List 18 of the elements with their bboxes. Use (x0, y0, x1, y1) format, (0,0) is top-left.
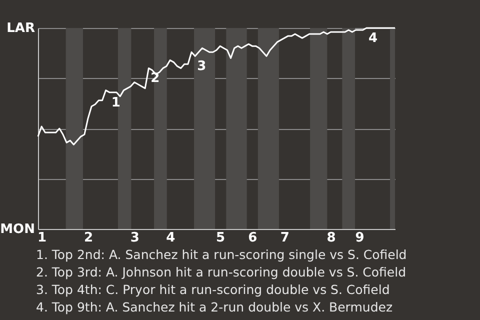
text: 3. Top 4th: C. Pryor hit a run-scoring double vs S. Cofield (36, 282, 390, 297)
x-tick-label: 2 (84, 230, 94, 246)
annotation: 1 (111, 95, 120, 110)
x-tick-label: 3 (130, 230, 140, 246)
x-tick-label: 4 (166, 230, 176, 246)
text: 2. Top 3rd: A. Johnson hit a run-scoring double vs S. Cofield (36, 264, 406, 280)
text: MON (0, 222, 35, 237)
x-tick-label: 5 (216, 230, 226, 246)
annotation: 3 (197, 59, 206, 74)
x-tick-label: 8 (326, 230, 336, 246)
x-tick-label: 6 (248, 230, 258, 246)
text: 4. Top 9th: A. Sanchez hit a 2-run double vs X. Bermudez (36, 300, 393, 314)
x-tick-label: 7 (280, 230, 290, 246)
x-tick-label: 9 (355, 230, 364, 246)
annotation: 4 (368, 31, 378, 46)
text: 1. Top 2nd: A. Sanchez hit a run-scoring single vs S. Cofield (36, 247, 407, 262)
text: LAR (6, 21, 35, 36)
x-tick-label: 1 (38, 230, 47, 246)
